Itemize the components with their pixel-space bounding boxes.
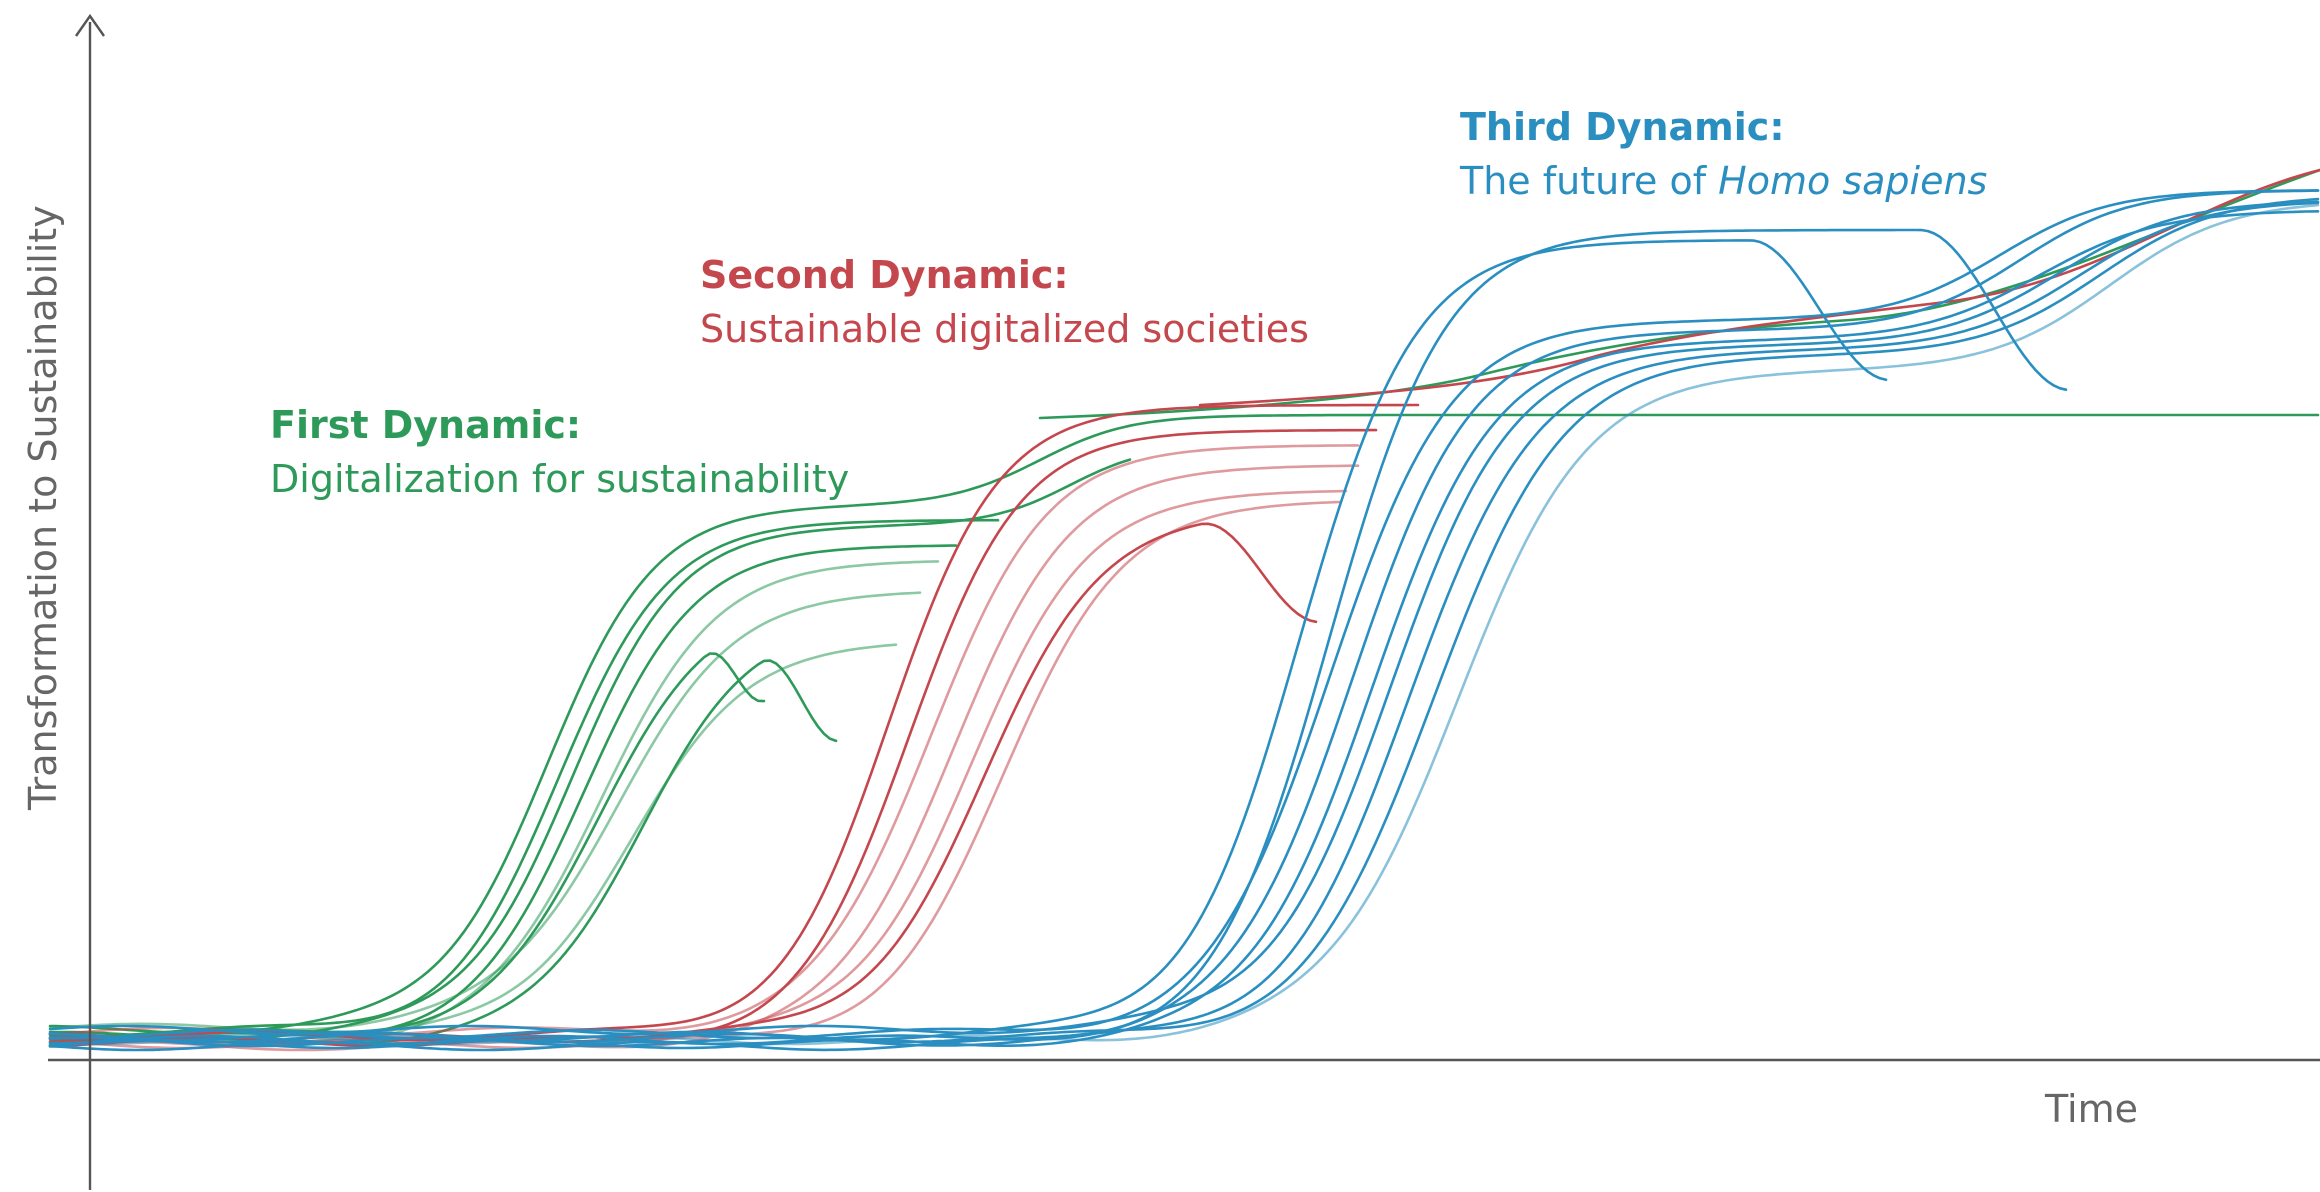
third-dynamic-title: Third Dynamic: <box>1460 105 1785 149</box>
third-dynamic-subtitle-part: The future of <box>1459 159 1718 203</box>
third-dynamic-curve <box>48 200 2320 1036</box>
x-axis-label: Time <box>2044 1087 2138 1131</box>
third-dynamic-curve <box>48 203 2320 1046</box>
third-dynamic-curve <box>48 239 1888 1042</box>
second-dynamic-subtitle-part: Sustainable digitalized societies <box>700 307 1309 351</box>
second-dynamic-subtitle: Sustainable digitalized societies <box>700 307 1309 351</box>
first-dynamic-curve <box>1038 168 2320 420</box>
third-dynamic-curve <box>48 228 2068 1052</box>
second-dynamic-curve <box>48 464 1360 1052</box>
second-dynamic-curves <box>48 168 2320 1052</box>
first-dynamic-curve <box>48 413 2320 1035</box>
second-dynamic-curve <box>1198 168 2320 407</box>
second-dynamic-curve <box>48 444 1360 1038</box>
y-axis-arrow-icon <box>75 13 105 37</box>
second-dynamic-title: Second Dynamic: <box>700 253 1069 297</box>
third-dynamic-subtitle: The future of Homo sapiens <box>1459 159 1987 203</box>
first-dynamic-curves <box>48 168 2320 1049</box>
first-dynamic-curve <box>48 652 766 1040</box>
first-dynamic-curve <box>48 458 1132 1041</box>
y-axis-label: Transformation to Sustainability <box>21 205 65 811</box>
second-dynamic-curve <box>48 522 1318 1044</box>
first-dynamic-title: First Dynamic: <box>270 403 581 447</box>
second-dynamic-curve <box>48 500 1342 1050</box>
third-dynamic-curves <box>48 189 2320 1052</box>
third-dynamic-curve <box>48 201 2320 1048</box>
third-dynamic-subtitle-part: Homo sapiens <box>1718 159 1987 203</box>
second-dynamic-curve <box>48 489 1348 1046</box>
first-dynamic-subtitle-part: Digitalization for sustainability <box>270 457 849 501</box>
first-dynamic-curve <box>48 643 898 1045</box>
first-dynamic-curve <box>48 591 922 1031</box>
first-dynamic-subtitle: Digitalization for sustainability <box>270 457 849 501</box>
